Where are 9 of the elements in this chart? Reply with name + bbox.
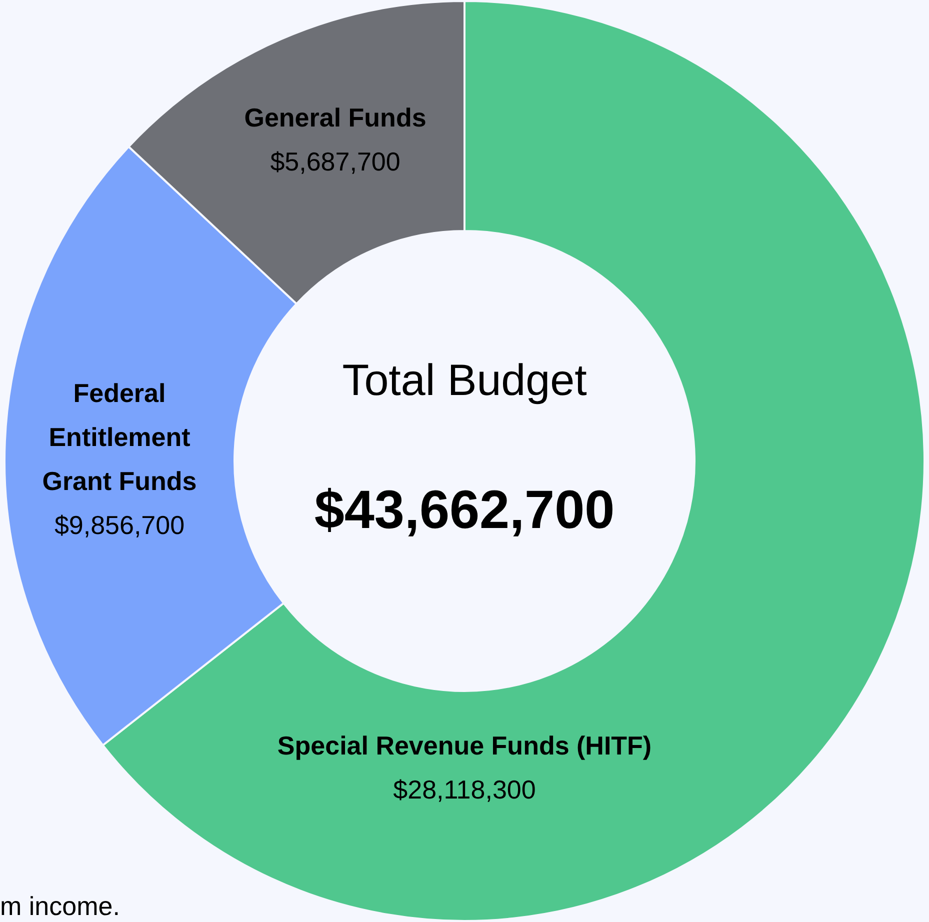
slice-label: Special Revenue Funds (HITF) <box>277 730 652 760</box>
data-label: $9,856,700 <box>54 510 185 540</box>
text: Total Budget <box>342 356 587 406</box>
data-label: $5,687,700 <box>270 146 400 176</box>
text: $43,662,700 <box>314 480 615 540</box>
data-label: $28,118,300 <box>393 774 536 804</box>
slice-label: Federal Entitlement Grant Funds <box>42 378 197 496</box>
text: m income. <box>0 891 120 922</box>
slice-label: General Funds <box>244 102 426 132</box>
